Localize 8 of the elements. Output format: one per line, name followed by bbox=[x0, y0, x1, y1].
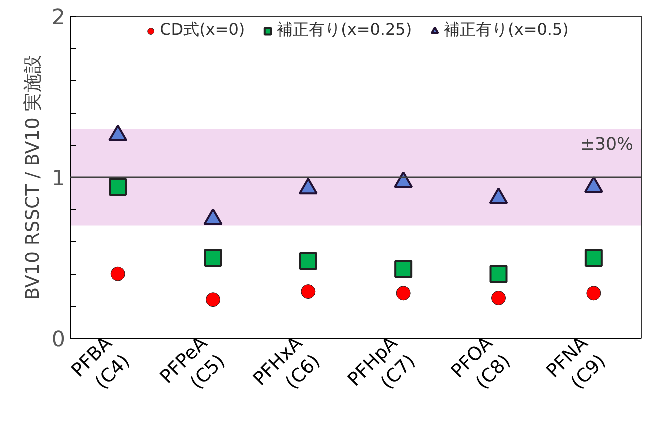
band-label: ±30% bbox=[580, 135, 634, 156]
legend-label: 補正有り(x=0.25) bbox=[277, 20, 412, 41]
y-axis-title: BV10 RSSCT / BV10 実施設 bbox=[22, 54, 44, 300]
legend-label: CD式(x=0) bbox=[160, 20, 246, 41]
y-tick-label: 0 bbox=[52, 328, 66, 352]
legend-label: 補正有り(x=0.5) bbox=[444, 20, 569, 41]
y-tick-label: 2 bbox=[52, 6, 66, 30]
y-tick-label: 1 bbox=[52, 166, 66, 192]
